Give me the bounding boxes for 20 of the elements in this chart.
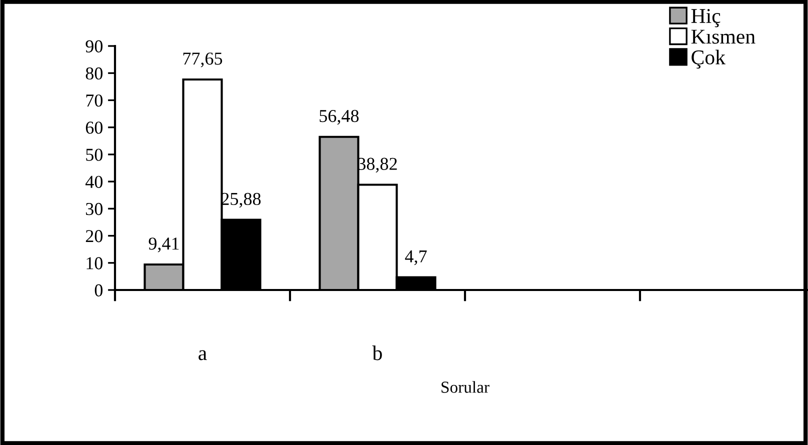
y-tick-label: 0 xyxy=(94,284,103,296)
x-axis-title: Sorular xyxy=(442,381,490,393)
data-label: 56,48 xyxy=(320,110,359,125)
y-tick-label: 60 xyxy=(86,122,103,134)
y-tick-label: 10 xyxy=(86,257,103,270)
y-tick-label: 20 xyxy=(86,230,103,242)
y-tick-label: 90 xyxy=(86,40,103,52)
y-tick-label: 80 xyxy=(86,67,103,80)
data-label: 9,41 xyxy=(148,238,179,252)
data-label: 77,65 xyxy=(183,52,222,68)
x-tick-label: a xyxy=(198,350,207,360)
legend-label: Çok xyxy=(692,50,726,69)
data-label: 4,7 xyxy=(405,250,427,266)
y-tick-label: 70 xyxy=(86,94,103,107)
y-tick-label: 40 xyxy=(85,176,103,188)
legend-label: Kısmen xyxy=(691,30,756,44)
y-tick-label: 50 xyxy=(86,148,103,161)
y-tick-label: 30 xyxy=(86,202,103,216)
x-tick-label: b xyxy=(372,346,382,360)
legend-label: Hiç xyxy=(691,9,720,28)
